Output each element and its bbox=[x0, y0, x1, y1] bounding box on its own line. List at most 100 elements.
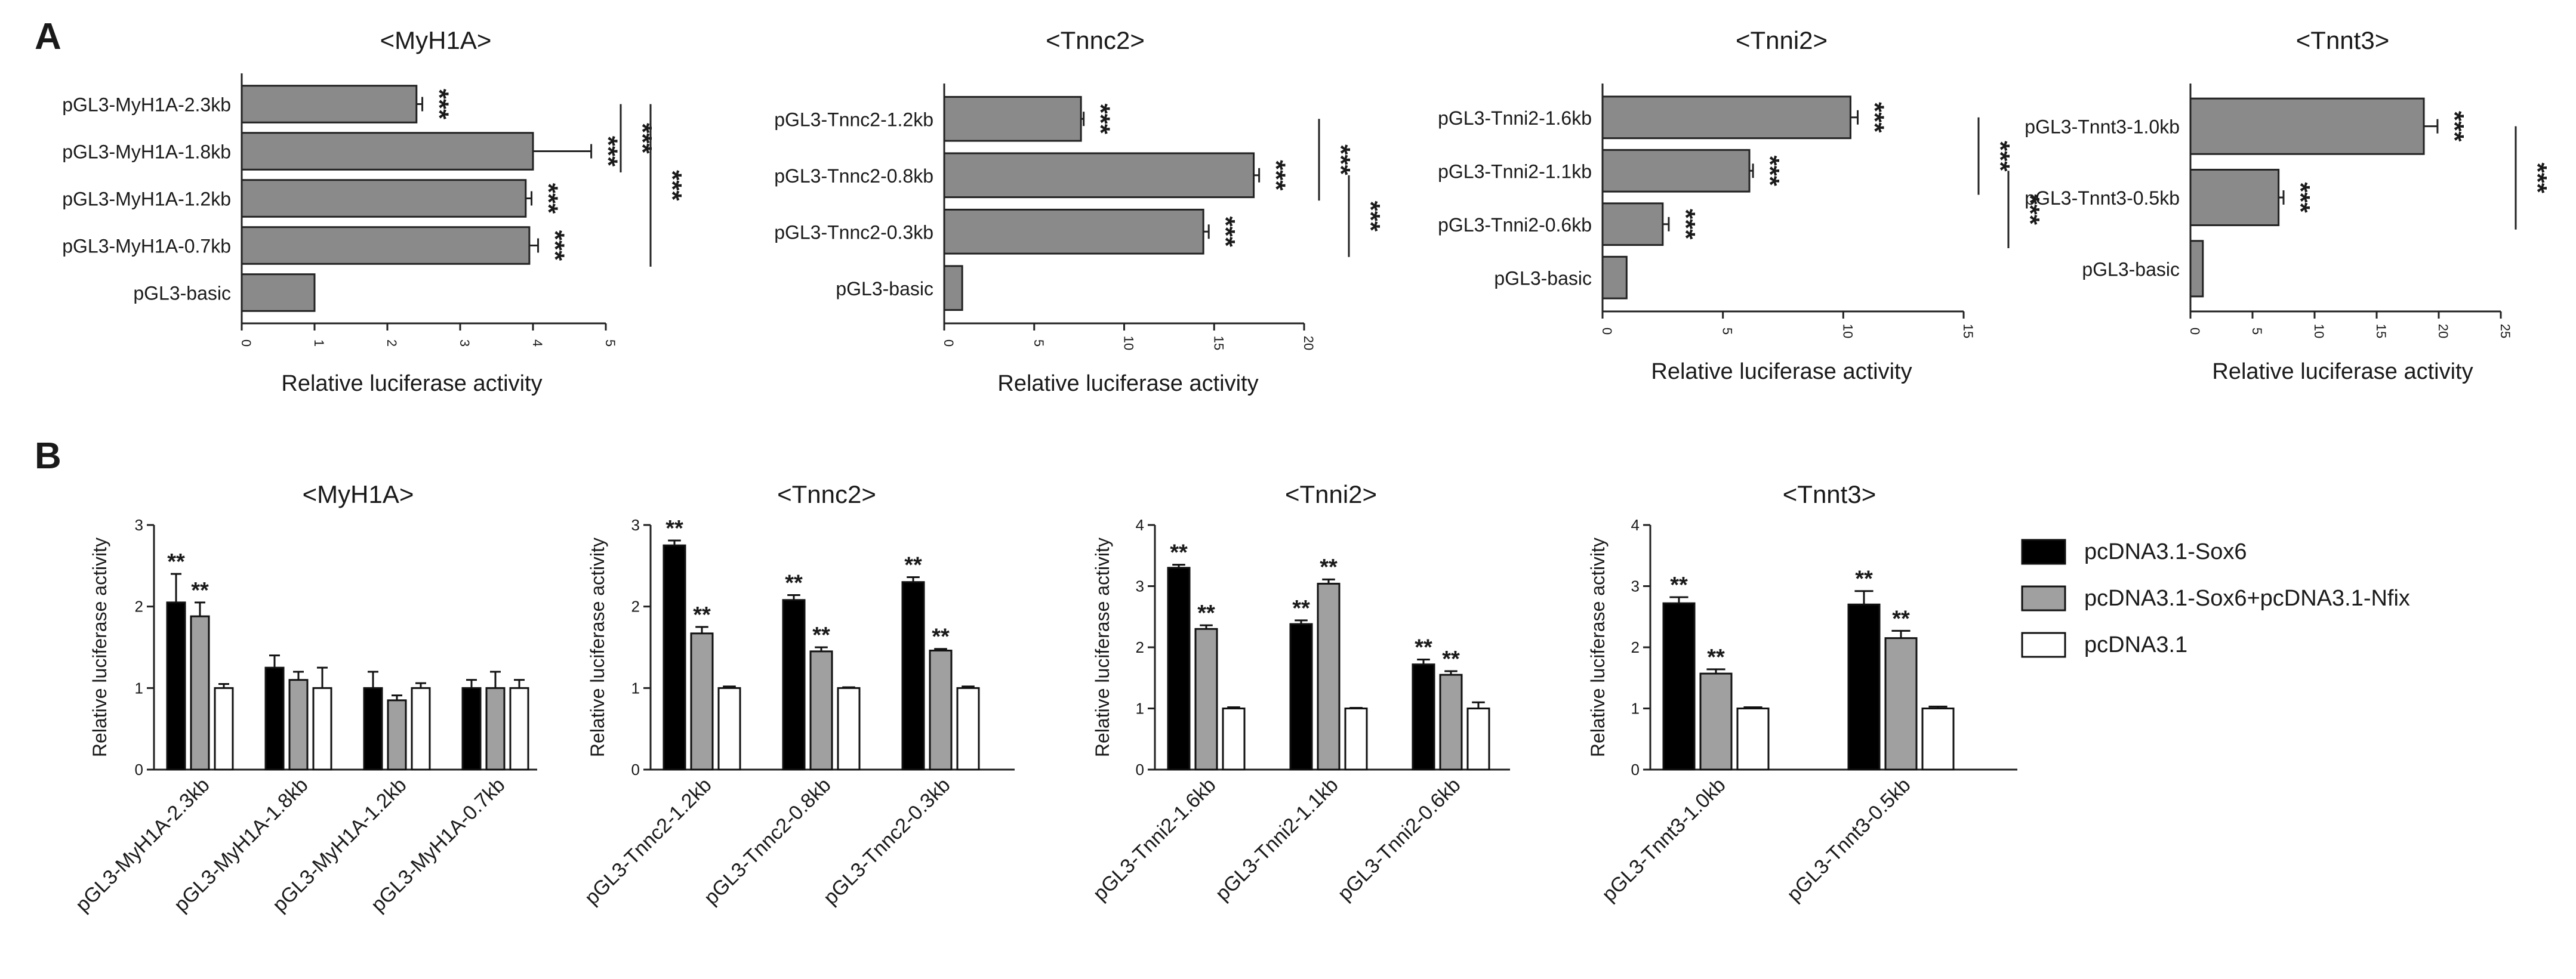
significance-stars: ** bbox=[1670, 573, 1688, 598]
significance-stars: *** bbox=[1262, 160, 1291, 191]
bar bbox=[1601, 95, 1851, 140]
chart-title: <Tnnc2> bbox=[777, 480, 876, 508]
bar bbox=[241, 85, 418, 123]
category-label: pGL3-MyH1A-1.2kb bbox=[62, 189, 231, 210]
x-tick-label: 4 bbox=[530, 339, 545, 347]
category-label: pGL3-Tnni2-1.1kb bbox=[1211, 774, 1343, 906]
y-axis-label: Relative luciferase activity bbox=[587, 538, 608, 757]
category-label: pGL3-basic bbox=[1494, 267, 1592, 289]
category-label: pGL3-MyH1A-2.3kb bbox=[62, 94, 231, 116]
significance-stars: ** bbox=[1320, 555, 1338, 580]
y-tick-label: 1 bbox=[631, 679, 640, 697]
bar bbox=[2189, 240, 2204, 298]
bar bbox=[241, 132, 534, 171]
significance-stars: ** bbox=[812, 623, 830, 648]
category-label: pGL3-Tnnc2-1.2kb bbox=[774, 109, 933, 130]
category-label: pGL3-Tnnc2-1.2kb bbox=[580, 774, 716, 909]
panel-a-chart-2: <Tnnc2> 0 5 10 15 20 Relative luciferase activ… bbox=[774, 26, 1385, 396]
bar bbox=[1601, 202, 1664, 246]
y-tick-label: 0 bbox=[135, 761, 143, 779]
bracket-stars: *** bbox=[658, 170, 687, 201]
x-axis-label: Relative luciferase activity bbox=[2212, 359, 2473, 384]
x-axis-label: Relative luciferase activity bbox=[997, 371, 1258, 396]
significance-stars: ** bbox=[1892, 606, 1910, 631]
x-tick-label: 20 bbox=[1301, 336, 1316, 350]
legend-swatch bbox=[2021, 539, 2066, 565]
x-tick-label: 5 bbox=[1720, 328, 1735, 335]
bar bbox=[166, 601, 186, 771]
x-tick-label: 10 bbox=[1121, 336, 1136, 350]
bar bbox=[1194, 628, 1218, 771]
bar bbox=[1289, 623, 1313, 771]
chart-title: <MyH1A> bbox=[303, 480, 414, 508]
panel-b-chart-1: <MyH1A> 0 1 2 3 Relative luciferase activity *… bbox=[71, 480, 537, 916]
significance-stars: ** bbox=[167, 549, 185, 575]
bar bbox=[1344, 708, 1368, 771]
bar bbox=[485, 687, 506, 771]
bar bbox=[1921, 708, 1955, 771]
y-tick-label: 1 bbox=[1631, 700, 1640, 718]
bar bbox=[411, 687, 431, 771]
bar bbox=[288, 679, 309, 771]
y-tick-label: 3 bbox=[1136, 577, 1144, 595]
bar bbox=[663, 544, 686, 771]
panel-a-chart-3: <Tnni2> 0 5 10 15 Relative luciferase activit… bbox=[1438, 26, 2045, 384]
category-label: pGL3-basic bbox=[133, 283, 231, 304]
bar bbox=[943, 265, 963, 311]
bar bbox=[1699, 672, 1733, 771]
legend-item: pcDNA3.1 bbox=[2021, 632, 2187, 658]
bar bbox=[312, 687, 332, 771]
bar bbox=[190, 615, 210, 771]
significance-stars: ** bbox=[932, 625, 950, 650]
category-label: pGL3-basic bbox=[836, 278, 933, 299]
bar bbox=[690, 632, 714, 771]
bar bbox=[1601, 149, 1751, 193]
bar bbox=[509, 687, 529, 771]
x-tick-label: 5 bbox=[603, 339, 618, 347]
bracket-stars: *** bbox=[1356, 201, 1385, 232]
y-tick-label: 2 bbox=[1631, 638, 1640, 656]
category-label: pGL3-MyH1A-1.8kb bbox=[62, 141, 231, 163]
significance-stars: *** bbox=[534, 183, 563, 214]
category-label: pGL3-Tnni2-1.6kb bbox=[1089, 774, 1221, 906]
x-tick-label: 15 bbox=[1211, 336, 1226, 350]
chart-title: <Tnnt3> bbox=[1783, 480, 1876, 508]
category-label: pGL3-Tnnc2-0.8kb bbox=[774, 165, 933, 187]
category-label: pGL3-Tnni2-0.6kb bbox=[1333, 774, 1465, 906]
y-tick-label: 1 bbox=[135, 679, 143, 697]
x-tick-label: 0 bbox=[1600, 328, 1614, 335]
category-label: pGL3-Tnnc2-0.8kb bbox=[700, 774, 835, 909]
bar bbox=[214, 687, 234, 771]
category-label: pGL3-Tnnt3-1.0kb bbox=[1598, 774, 1730, 906]
category-label: pGL3-Tnni2-1.6kb bbox=[1438, 107, 1592, 129]
x-tick-label: 2 bbox=[384, 339, 399, 347]
panel-label-a: A bbox=[35, 16, 61, 57]
significance-stars: *** bbox=[594, 136, 623, 167]
x-tick-label: 15 bbox=[1961, 324, 1976, 338]
x-tick-label: 10 bbox=[2312, 324, 2327, 338]
x-tick-label: 5 bbox=[2250, 328, 2264, 335]
bar bbox=[1847, 603, 1881, 771]
y-tick-label: 2 bbox=[631, 598, 640, 616]
legend-label: pcDNA3.1-Sox6 bbox=[2084, 539, 2247, 564]
x-tick-label: 25 bbox=[2498, 324, 2513, 338]
category-label: pGL3-Tnnt3-0.5kb bbox=[2025, 187, 2180, 209]
category-label: pGL3-Tnnt3-0.5kb bbox=[1783, 774, 1915, 906]
significance-stars: ** bbox=[1292, 596, 1310, 621]
y-tick-label: 3 bbox=[135, 516, 143, 534]
legend-swatch bbox=[2021, 632, 2066, 658]
bar bbox=[461, 687, 482, 771]
category-label: pGL3-MyH1A-0.7kb bbox=[62, 236, 231, 257]
bar bbox=[1439, 674, 1463, 771]
x-tick-label: 15 bbox=[2374, 324, 2389, 338]
significance-stars: ** bbox=[1415, 635, 1432, 660]
bar bbox=[264, 666, 285, 771]
bracket-stars: *** bbox=[628, 123, 657, 154]
bracket-stars: *** bbox=[2523, 162, 2552, 193]
panel-a-chart-1: <MyH1A> 0 1 2 3 4 5 Relative luciferase activit… bbox=[62, 26, 687, 396]
y-tick-label: 2 bbox=[135, 598, 143, 616]
panel-a-chart-4: <Tnnt3> 0 5 10 15 20 25 Relative luciferase act… bbox=[2025, 26, 2552, 384]
bar bbox=[837, 687, 861, 771]
significance-stars: ** bbox=[191, 578, 209, 603]
